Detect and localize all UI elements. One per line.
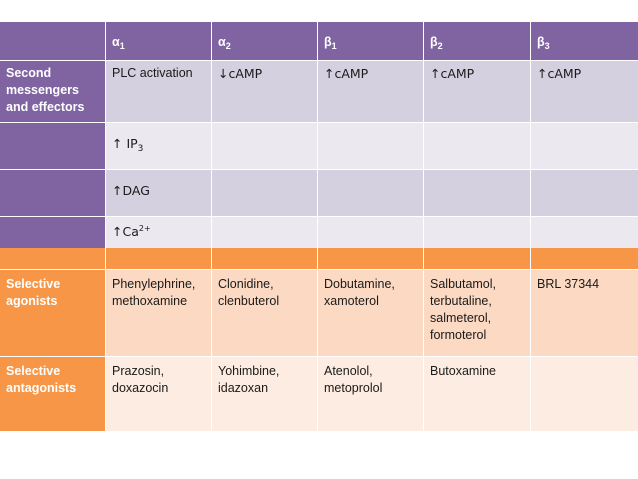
header-beta2: β2 (424, 22, 531, 61)
table-cell: Prazosin, doxazocin (106, 357, 212, 432)
header-beta3: β3 (531, 22, 638, 61)
table-cell: Clonidine, clenbuterol (212, 270, 318, 357)
table-cell (424, 170, 531, 217)
table-cell (318, 123, 424, 170)
table-cell (531, 170, 638, 217)
table-cell: Phenylephrine, methoxamine (106, 270, 212, 357)
table-cell (424, 123, 531, 170)
table-cell (212, 123, 318, 170)
table-row: Selective antagonists Prazosin, doxazoci… (0, 357, 638, 432)
table-cell: Yohimbine, idazoxan (212, 357, 318, 432)
header-beta1: β1 (318, 22, 424, 61)
table-cell (531, 123, 638, 170)
header-blank-cell (531, 248, 638, 270)
table-cell: Atenolol, metoprolol (318, 357, 424, 432)
selective-drugs-table: Selective agonists Phenylephrine, methox… (0, 248, 638, 432)
row-label-selective-agonists: Selective agonists (0, 270, 106, 357)
table-cell: ↓cAMP (212, 61, 318, 123)
row-label-blank (0, 123, 106, 170)
header-blank-cell (106, 248, 212, 270)
row-label-blank (0, 170, 106, 217)
receptor-signaling-table: α1 α2 β1 β2 β3 Second messengers and eff… (0, 22, 638, 254)
header-alpha1: α1 (106, 22, 212, 61)
table-cell (212, 170, 318, 217)
table-row: ↑Ca2+ (0, 217, 638, 254)
table-cell: ↑cAMP (424, 61, 531, 123)
table-cell: BRL 37344 (531, 270, 638, 357)
table-row: Selective agonists Phenylephrine, methox… (0, 270, 638, 357)
table-cell (318, 170, 424, 217)
header-blank-cell (424, 248, 531, 270)
table-cell: Butoxamine (424, 357, 531, 432)
header-blank-cell (0, 248, 106, 270)
header-blank-cell (318, 248, 424, 270)
header-blank-cell (0, 22, 106, 61)
table-cell: ↑cAMP (318, 61, 424, 123)
table-header-row: α1 α2 β1 β2 β3 (0, 22, 638, 61)
table-row: Second messengers and effectors PLC acti… (0, 61, 638, 123)
table-cell: Salbutamol, terbutaline, salmeterol, for… (424, 270, 531, 357)
header-alpha2: α2 (212, 22, 318, 61)
table-cell: Dobutamine, xamoterol (318, 270, 424, 357)
table-cell: ↑DAG (106, 170, 212, 217)
header-blank-cell (212, 248, 318, 270)
table-cell (531, 357, 638, 432)
row-label-selective-antagonists: Selective antagonists (0, 357, 106, 432)
table-row: ↑DAG (0, 170, 638, 217)
table-header-row (0, 248, 638, 270)
table-cell: PLC activation (106, 61, 212, 123)
table-cell: ↑ IP3 (106, 123, 212, 170)
table-row: ↑ IP3 (0, 123, 638, 170)
row-label-second-messengers: Second messengers and effectors (0, 61, 106, 123)
table-cell: ↑cAMP (531, 61, 638, 123)
table-cell: ↑Ca2+ (106, 217, 212, 254)
row-label-blank (0, 217, 106, 254)
